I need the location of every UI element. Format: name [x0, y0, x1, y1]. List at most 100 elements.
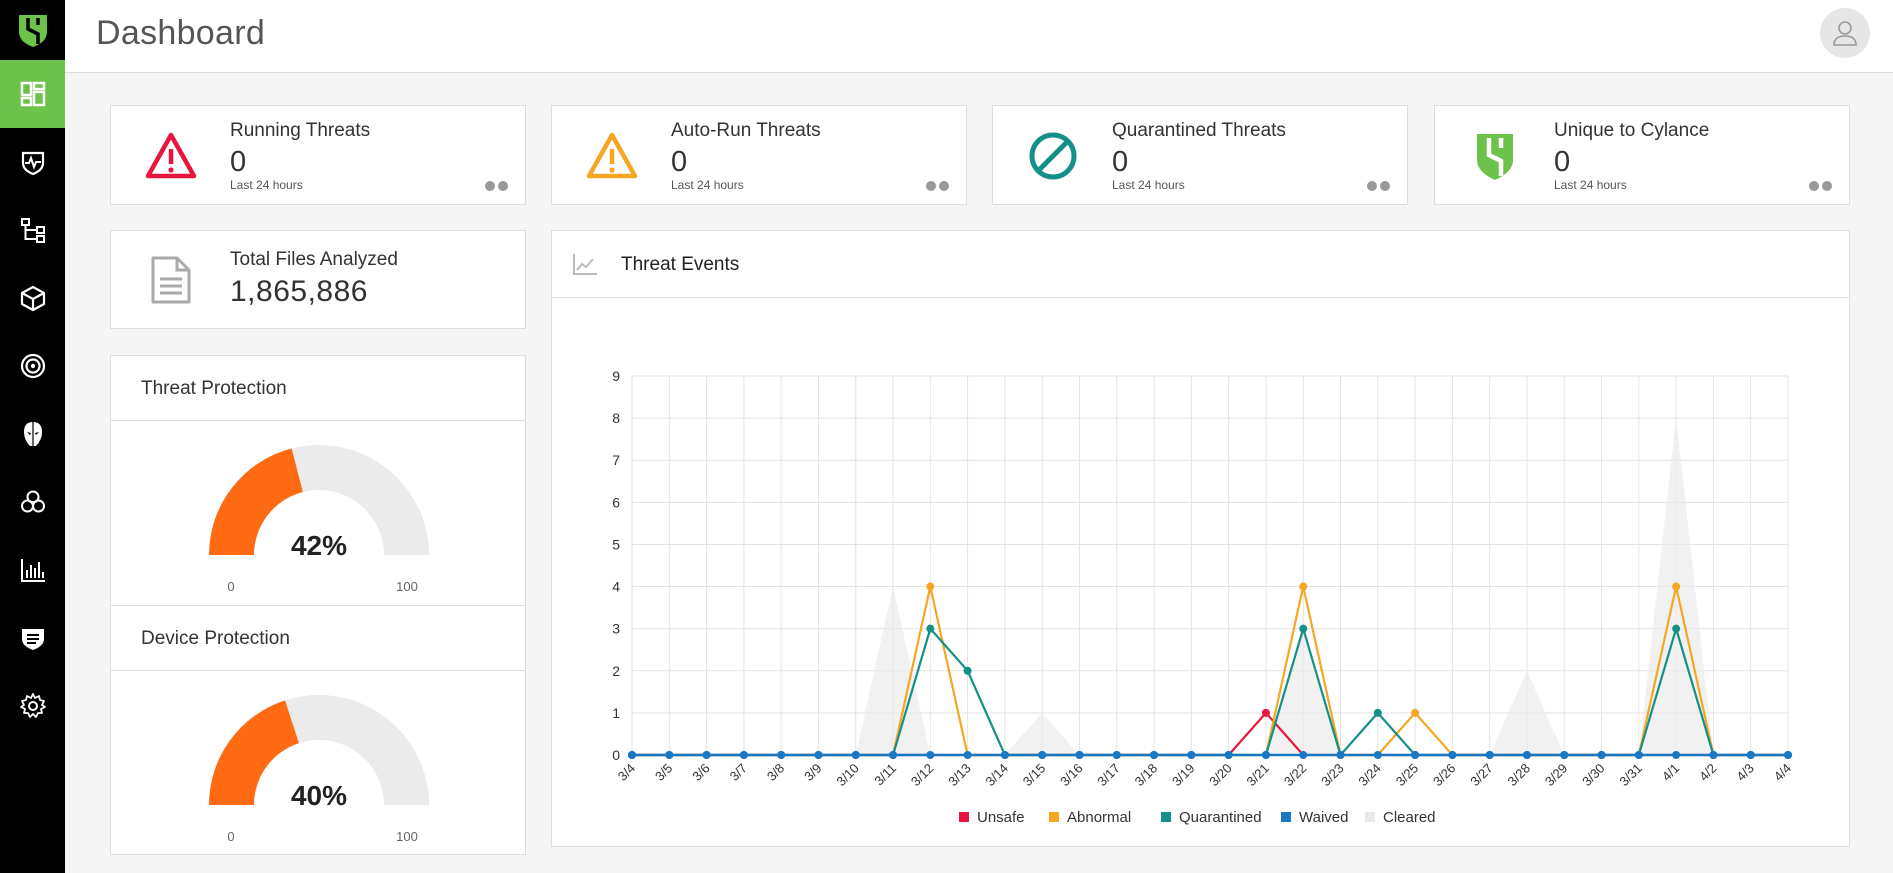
sidebar-item-lists[interactable] — [0, 604, 65, 672]
quarantined-threats-card[interactable]: Quarantined Threats 0 Last 24 hours — [992, 105, 1408, 205]
x-tick-label: 3/16 — [1057, 761, 1086, 790]
warning-icon — [586, 132, 638, 179]
y-tick-label: 7 — [612, 452, 620, 468]
data-point-abnormal — [926, 582, 935, 591]
data-point-abnormal — [1299, 582, 1308, 591]
gauge-max-label: 100 — [396, 829, 418, 844]
series-line-unsafe — [632, 711, 1788, 757]
data-point-quarantined — [926, 624, 935, 633]
x-tick-label: 3/8 — [764, 761, 787, 784]
more-dots-icon[interactable] — [1367, 178, 1393, 191]
auto-run-threats-card[interactable]: Auto-Run Threats 0 Last 24 hours — [551, 105, 967, 205]
data-point-quarantined — [1373, 708, 1382, 717]
hacker-mask-icon — [23, 422, 42, 446]
x-tick-label: 3/28 — [1505, 761, 1534, 790]
y-tick-label: 3 — [612, 621, 620, 637]
prohibited-icon — [1029, 132, 1077, 180]
gauge-value-label: 40% — [291, 780, 347, 811]
sidebar-item-dashboard[interactable] — [0, 60, 65, 128]
data-point-quarantined — [963, 666, 972, 675]
x-tick-label: 3/24 — [1355, 761, 1384, 790]
gauge-fill — [209, 700, 299, 805]
stat-value: 0 — [671, 146, 688, 178]
chart-title: Threat Events — [621, 254, 740, 275]
series-area-cleared — [632, 418, 1788, 755]
user-icon — [1833, 21, 1857, 46]
unique-to-cylance-card[interactable]: Unique to Cylance 0 Last 24 hours — [1434, 105, 1850, 205]
sidebar-item-reports[interactable] — [0, 536, 65, 604]
y-tick-label: 0 — [612, 747, 620, 763]
stat-value: 0 — [1112, 146, 1129, 178]
x-tick-label: 3/15 — [1020, 761, 1049, 790]
x-tick-label: 3/31 — [1616, 761, 1645, 790]
x-tick-label: 3/26 — [1430, 761, 1459, 790]
legend-swatch-unsafe — [959, 812, 969, 822]
y-tick-label: 8 — [612, 410, 620, 426]
data-point-abnormal — [1411, 708, 1420, 717]
sidebar-item-biohazard[interactable] — [0, 468, 65, 536]
data-point-quarantined — [1299, 624, 1308, 633]
legend-label-unsafe: Unsafe — [977, 809, 1025, 826]
x-tick-label: 4/2 — [1696, 761, 1719, 784]
legend-label-quarantined: Quarantined — [1179, 809, 1262, 826]
sidebar-item-threat-intelligence[interactable] — [0, 400, 65, 468]
running-threats-card[interactable]: Running Threats 0 Last 24 hours — [110, 105, 526, 205]
x-tick-label: 3/25 — [1393, 761, 1422, 790]
x-tick-label: 3/7 — [727, 761, 750, 784]
x-tick-label: 3/5 — [652, 761, 675, 784]
gauge-min-label: 0 — [227, 829, 234, 844]
legend-swatch-cleared — [1365, 812, 1375, 822]
x-tick-label: 3/4 — [615, 761, 638, 784]
x-tick-label: 3/23 — [1318, 761, 1347, 790]
gauge-title: Threat Protection — [141, 378, 287, 399]
stat-subtitle: Last 24 hours — [1554, 178, 1627, 192]
sidebar-item-policies[interactable] — [0, 332, 65, 400]
y-tick-label: 6 — [612, 494, 620, 510]
x-tick-label: 3/29 — [1542, 761, 1571, 790]
gauge-chart: 40% 0 100 — [209, 695, 429, 844]
chart-header: Threat Events — [552, 231, 1849, 298]
more-dots-icon[interactable] — [485, 178, 511, 191]
data-point-quarantined — [1672, 624, 1681, 633]
files-value: 1,865,886 — [230, 275, 368, 308]
sidebar-item-devices[interactable] — [0, 264, 65, 332]
x-tick-label: 3/10 — [833, 761, 862, 790]
threat-protection-gauge: 42% 0 100 — [111, 421, 525, 606]
protection-gauges-card: Threat Protection 42% 0 100 Device Prote… — [110, 355, 526, 855]
gauge-max-label: 100 — [396, 579, 418, 594]
x-tick-label: 3/12 — [908, 761, 937, 790]
gauge-title: Device Protection — [141, 628, 290, 649]
total-files-analyzed-card: Total Files Analyzed 1,865,886 — [110, 230, 526, 329]
x-tick-label: 3/14 — [983, 761, 1012, 790]
network-tree-icon — [20, 218, 45, 243]
stat-value: 0 — [230, 146, 247, 178]
files-title: Total Files Analyzed — [230, 249, 398, 270]
x-tick-label: 3/27 — [1467, 761, 1496, 790]
top-header: Dashboard — [65, 0, 1893, 73]
more-dots-icon[interactable] — [1809, 178, 1835, 191]
target-icon — [20, 353, 45, 379]
page-title: Dashboard — [96, 14, 266, 52]
dashboard-icon — [20, 81, 45, 107]
x-tick-label: 3/30 — [1579, 761, 1608, 790]
sidebar-item-settings[interactable] — [0, 672, 65, 740]
gauge-header: Device Protection — [111, 606, 525, 671]
series-line-quarantined — [632, 624, 1788, 758]
sidebar-item-assets[interactable] — [0, 196, 65, 264]
y-tick-label: 5 — [612, 536, 620, 552]
x-tick-label: 3/17 — [1094, 761, 1123, 790]
x-tick-label: 3/13 — [945, 761, 974, 790]
document-icon — [151, 256, 191, 304]
x-tick-label: 3/6 — [689, 761, 712, 784]
user-avatar[interactable] — [1820, 8, 1870, 58]
y-tick-label: 2 — [612, 663, 620, 679]
cylance-logo[interactable] — [0, 0, 65, 60]
sidebar-item-protection[interactable] — [0, 128, 65, 196]
shield-pulse-icon — [21, 151, 44, 176]
sidebar — [0, 0, 65, 873]
gear-icon — [19, 693, 46, 718]
data-point-abnormal — [1672, 582, 1681, 591]
y-tick-label: 1 — [612, 705, 620, 721]
more-dots-icon[interactable] — [926, 178, 952, 191]
gauge-fill — [209, 448, 303, 555]
